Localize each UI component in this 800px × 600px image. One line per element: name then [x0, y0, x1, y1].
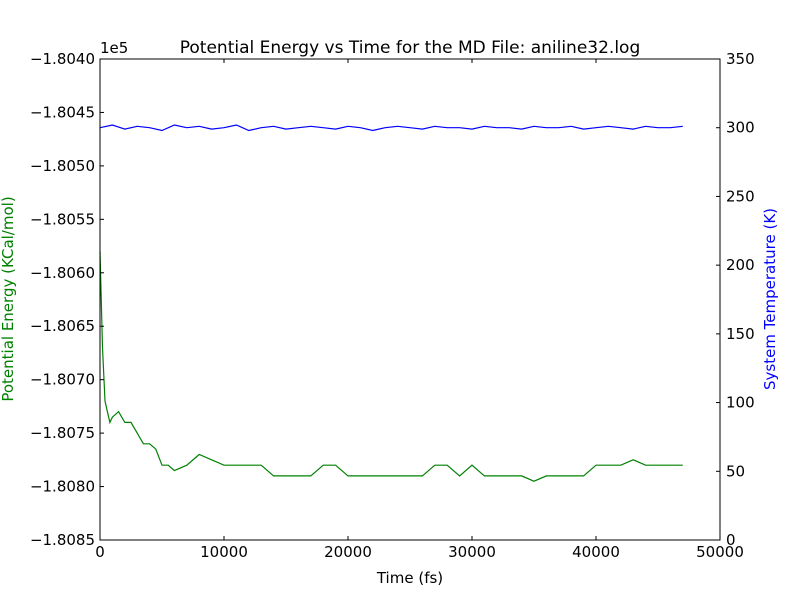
y-left-tick-label: −1.8065 [30, 317, 95, 335]
temperature-series-line [99, 124, 683, 132]
y-right-tick-label: 350 [726, 50, 755, 68]
y-axis-left-label: Potential Energy (KCal/mol) [0, 196, 17, 401]
x-tick-label: 10000 [200, 543, 248, 561]
y-left-tick-label: −1.8085 [30, 531, 95, 549]
y-left-tick-label: −1.8045 [30, 103, 95, 121]
plot-area-frame [99, 58, 721, 541]
y-axis-right-label: System Temperature (K) [761, 208, 779, 390]
y-right-tick-label: 0 [726, 531, 736, 549]
y-offset-label: 1e5 [100, 39, 128, 57]
y-right-tick-label: 50 [726, 462, 745, 480]
x-axis-label: Time (fs) [376, 569, 443, 587]
y-left-tick-label: −1.8040 [30, 50, 95, 68]
y-right-tick-label: 250 [726, 187, 755, 205]
x-tick-label: 40000 [572, 543, 620, 561]
y-right-tick-label: 150 [726, 325, 755, 343]
x-tick-label: 20000 [324, 543, 372, 561]
y-left-tick-label: −1.8050 [30, 157, 95, 175]
y-right-tick-label: 100 [726, 394, 755, 412]
y-left-tick-label: −1.8080 [30, 478, 95, 496]
y-left-tick-label: −1.8060 [30, 264, 95, 282]
y-right-tick-label: 300 [726, 119, 755, 137]
y-right-tick-label: 200 [726, 256, 755, 274]
x-tick-label: 50000 [696, 543, 744, 561]
x-tick-label: 0 [95, 543, 105, 561]
potential-energy-series-line [99, 251, 683, 482]
chart-title: Potential Energy vs Time for the MD File… [180, 38, 641, 58]
ticks-layer: 0 10000 20000 30000 40000 50000 −1.8085 −1.8080… [30, 50, 755, 561]
y-left-tick-label: −1.8070 [30, 371, 95, 389]
y-left-tick-label: −1.8075 [30, 424, 95, 442]
x-tick-label: 30000 [448, 543, 496, 561]
y-left-tick-label: −1.8055 [30, 210, 95, 228]
series-layer [99, 124, 683, 482]
